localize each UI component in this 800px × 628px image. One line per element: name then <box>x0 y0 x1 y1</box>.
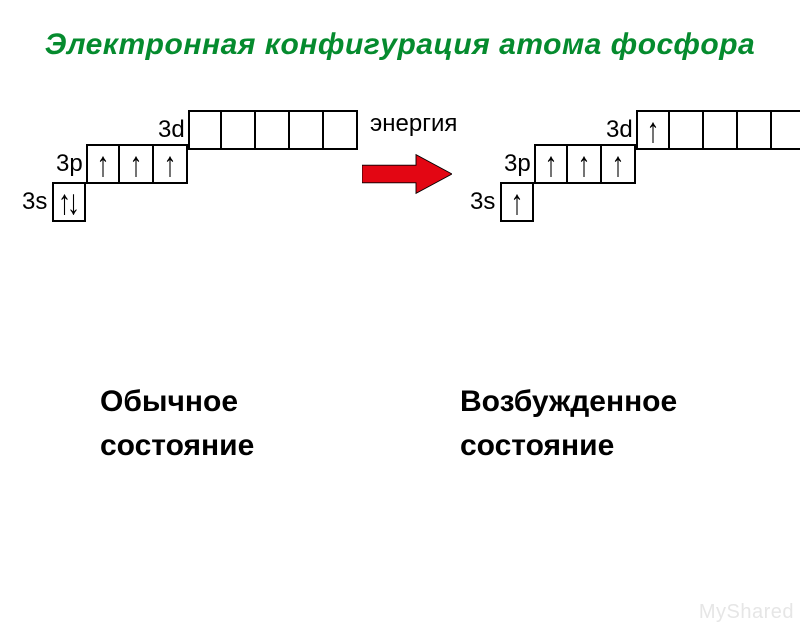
orbital-box: ↑ <box>602 144 636 184</box>
ground-state-line2: состояние <box>100 424 254 468</box>
orbital-box <box>670 110 704 150</box>
orbital-label-3s: 3s <box>22 188 47 216</box>
orbital-boxes-3d <box>188 110 358 150</box>
ground-state-label: Обычное состояние <box>100 380 254 467</box>
diagrams-row: 3d3p↑↑↑3s↑↓ энергия 3d↑3p↑↑↑3s↑ <box>0 110 800 280</box>
electron-spin-up-icon: ↑ <box>545 146 558 181</box>
orbital-box: ↑ <box>500 182 534 222</box>
orbital-label-3p: 3p <box>56 150 83 178</box>
orbital-box <box>256 110 290 150</box>
excited-state-label: Возбужденное состояние <box>460 380 677 467</box>
orbital-box <box>738 110 772 150</box>
orbital-box <box>772 110 800 150</box>
orbital-box <box>704 110 738 150</box>
orbital-box <box>188 110 222 150</box>
orbital-label-3d: 3d <box>606 116 633 144</box>
orbital-boxes-3s: ↑ <box>500 182 534 222</box>
orbital-box: ↑ <box>120 144 154 184</box>
orbital-box: ↑ <box>636 110 670 150</box>
orbital-boxes-3s: ↑↓ <box>52 182 86 222</box>
orbital-boxes-3p: ↑ ↑ ↑ <box>534 144 636 184</box>
page-title: Электронная конфигурация атома фосфора <box>0 28 800 62</box>
orbital-box: ↑ <box>154 144 188 184</box>
electron-spin-up-icon: ↑ <box>164 146 177 181</box>
orbital-box: ↑ <box>568 144 602 184</box>
electron-spin-up-icon: ↑ <box>578 146 591 181</box>
energy-label: энергия <box>370 110 457 138</box>
electron-spin-up-icon: ↑ <box>130 146 143 181</box>
orbital-box <box>290 110 324 150</box>
orbital-box <box>324 110 358 150</box>
watermark: MyShared <box>699 601 794 624</box>
orbital-box <box>222 110 256 150</box>
electron-spin-down-icon: ↓ <box>67 184 80 219</box>
electron-spin-up-icon: ↑ <box>612 146 625 181</box>
orbital-label-3d: 3d <box>158 116 185 144</box>
orbital-box: ↑↓ <box>52 182 86 222</box>
excited-state-line1: Возбужденное <box>460 380 677 424</box>
orbital-box: ↑ <box>86 144 120 184</box>
energy-arrow-icon <box>362 152 452 196</box>
orbital-boxes-3d: ↑ <box>636 110 800 150</box>
orbital-box: ↑ <box>534 144 568 184</box>
orbital-boxes-3p: ↑ ↑ ↑ <box>86 144 188 184</box>
excited-state-line2: состояние <box>460 424 677 468</box>
electron-spin-up-icon: ↑ <box>647 112 660 147</box>
orbital-label-3s: 3s <box>470 188 495 216</box>
ground-state-line1: Обычное <box>100 380 254 424</box>
electron-spin-up-icon: ↑ <box>511 184 524 219</box>
electron-spin-up-icon: ↑ <box>97 146 110 181</box>
orbital-label-3p: 3p <box>504 150 531 178</box>
